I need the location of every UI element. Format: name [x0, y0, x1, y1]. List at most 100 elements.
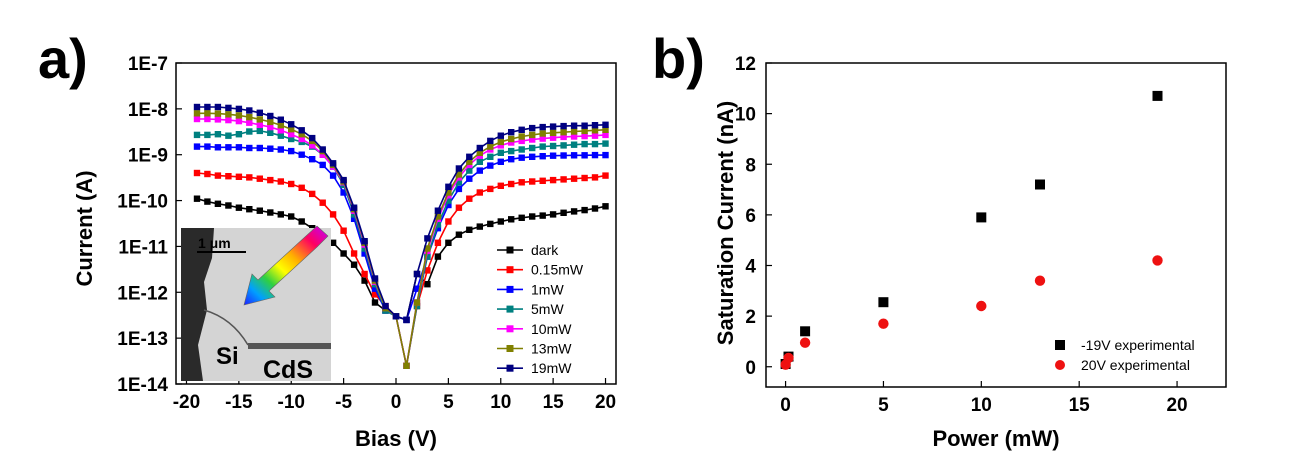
data-point-dark: [581, 206, 588, 214]
data-point-19mw: [350, 204, 358, 211]
data-point-13mw: [591, 127, 599, 134]
data-point-13mw: [256, 116, 263, 123]
chart-a-x-tick-label: -5: [335, 392, 352, 413]
data-point-0-15mw: [424, 267, 431, 274]
chart-a-y-tick-label: 1E-10: [117, 192, 168, 213]
data-point-1mw: [309, 156, 316, 163]
chart-b-y-tick-label: 4: [745, 257, 756, 278]
data-point-1mw: [434, 225, 442, 232]
data-point-1mw: [539, 153, 546, 160]
data-point-10mw: [560, 133, 567, 141]
data-point-5mw: [235, 131, 243, 138]
data-point-13mw: [466, 158, 473, 165]
data-point-19mw: [518, 126, 525, 133]
chart-a-x-tick-label: 15: [543, 392, 565, 413]
data-point-5mw: [455, 179, 463, 186]
data-point-0-15mw: [508, 180, 515, 188]
data-point-dark: [539, 212, 546, 219]
data-point-1mw: [591, 151, 599, 159]
data-point-19mw: [445, 183, 452, 190]
data-point-dark: [340, 250, 347, 257]
data-point-5mw: [267, 129, 274, 136]
data-point-1mw: [549, 152, 557, 159]
data-point-5mw: [602, 140, 609, 147]
data-point-10mw: [267, 123, 274, 131]
data-point-5mw: [549, 142, 557, 150]
data-point-13mw: [508, 135, 515, 143]
data-point-13mw: [413, 299, 421, 306]
data-point-5mw: [497, 149, 504, 156]
data-point-19mw: [455, 165, 463, 172]
data-point-10mw: [319, 151, 326, 158]
chart-a-x-tick-label: 5: [443, 392, 454, 413]
data-point-dark: [424, 281, 431, 288]
data-point-1mw: [602, 151, 609, 159]
data-point-1mw: [214, 144, 222, 151]
data-point-dark: [329, 239, 337, 246]
data-point-13mw: [235, 112, 243, 119]
data-point-5mw: [508, 147, 515, 155]
data-point-1mw: [518, 154, 525, 161]
data-point-1mw: [256, 144, 263, 152]
data-point-5mw: [529, 144, 536, 152]
data-point-dark: [434, 253, 442, 260]
data-point-10mw: [591, 132, 599, 139]
data-point-10mw: [204, 115, 211, 123]
data-point-20v-experimental: [976, 300, 987, 312]
data-point-dark: [371, 299, 379, 306]
data-point-1mw: [476, 167, 483, 174]
data-point-5mw: [560, 142, 567, 149]
data-point-0-15mw: [581, 174, 588, 182]
data-point-5mw: [256, 127, 263, 135]
chart-b-legend: -19V experimental 20V experimental: [1055, 337, 1195, 373]
chart-a-x-tick-label: -15: [225, 392, 253, 413]
data-point-dark: [487, 220, 494, 228]
chart-a-legend: dark 0.15mW 1mW 5mW 10mW 13mW 19mW: [497, 242, 584, 376]
data-point-1mw: [570, 152, 578, 159]
data-point-1mw: [371, 285, 379, 292]
data-point-0-15mw: [225, 173, 232, 180]
data-point-10mw: [246, 119, 253, 126]
data-point-dark: [235, 204, 243, 211]
chart-b-x-tick-label: 0: [780, 395, 791, 416]
data-point-13mw: [225, 111, 232, 118]
chart-b-x-tick-label: 15: [1069, 395, 1091, 416]
chart-b-ticks: 0 5 10 15 20 0 2 4 6 8 10 12: [735, 54, 1188, 416]
data-point-13mw: [518, 133, 525, 140]
data-point-dark: [225, 202, 232, 209]
data-point-20v-experimental: [783, 352, 794, 364]
chart-a-y-tick-label: 1E-11: [118, 237, 168, 258]
data-point-5mw: [350, 211, 358, 218]
data-point-13mw: [539, 130, 546, 137]
data-point-19mw: [204, 103, 211, 111]
chart-a-x-tick-label: 0: [391, 392, 402, 413]
data-point-19mw: [487, 137, 494, 145]
data-point-0-15mw: [193, 169, 201, 177]
data-point-dark: [497, 218, 504, 225]
data-point-1mw: [340, 189, 347, 196]
inset-cds-label: CdS: [263, 356, 313, 384]
data-point-13mw: [445, 189, 452, 196]
legend-marker-0-15mw: [506, 266, 514, 274]
data-point-0-15mw: [518, 179, 525, 186]
chart-a-ticks: -20 -15 -10 -5 0 5 10 15 20 1E-7 1E-8 1E-9 1E-10 1E-1…: [117, 54, 616, 413]
data-point-0-15mw: [277, 178, 284, 185]
data-point-5mw: [277, 132, 284, 139]
data-point-1mw: [560, 152, 567, 159]
legend-label-19mw: 19mW: [531, 360, 572, 376]
data-point-1mw: [204, 143, 211, 150]
data-point-0-15mw: [256, 175, 263, 182]
chart-b-y-tick-label: 8: [745, 155, 756, 176]
data-point-13mw: [455, 171, 463, 178]
chart-a-y-tick-label: 1E-14: [117, 375, 168, 396]
data-point-19mw: [235, 105, 243, 113]
panel-label-a: a): [38, 27, 88, 90]
data-point-1mw: [319, 161, 326, 169]
data-point-19mw: [371, 275, 379, 282]
data-point-19mw: [508, 129, 515, 136]
data-point-5mw: [476, 158, 483, 165]
data-point-0-15mw: [591, 174, 599, 181]
inset-micrograph: 1 μm Si CdS: [181, 225, 331, 384]
chart-b-x-tick-label: 10: [971, 395, 992, 416]
